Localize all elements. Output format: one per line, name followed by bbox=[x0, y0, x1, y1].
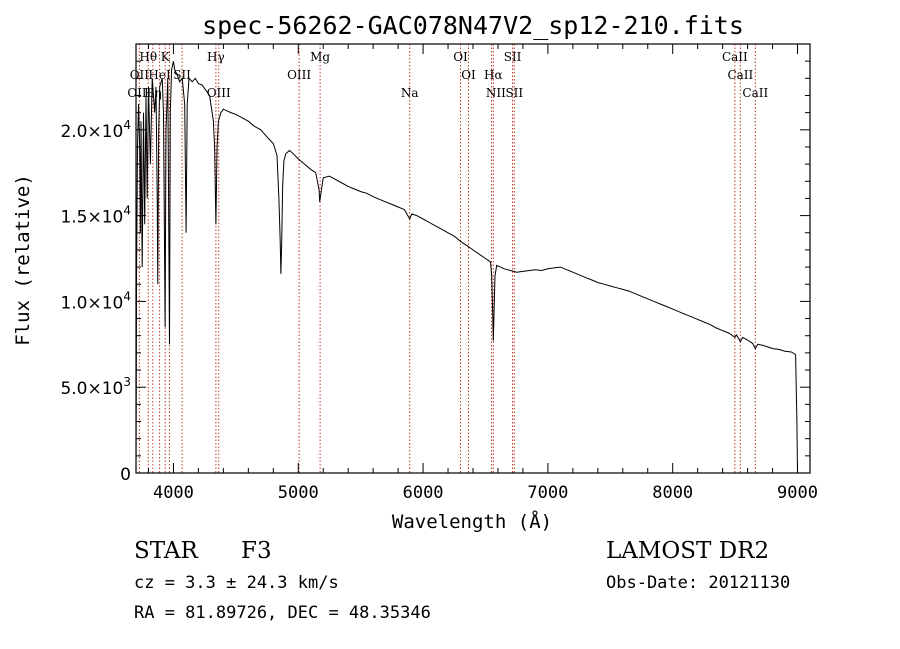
x-axis-ticks: 4000 5000 6000 7000 8000 9000 bbox=[147, 44, 818, 503]
line-marker-label: OI bbox=[453, 50, 468, 64]
line-marker-label: CaII bbox=[722, 50, 748, 64]
x-tick-label: 6000 bbox=[403, 483, 444, 503]
line-marker-label: Mg bbox=[310, 50, 330, 64]
y-tick-label: 1.5×104 bbox=[60, 204, 131, 228]
line-markers bbox=[138, 44, 756, 473]
line-marker-label: Hγ bbox=[207, 50, 225, 64]
x-tick-label: 7000 bbox=[527, 483, 568, 503]
redshift-cz: cz = 3.3 ± 24.3 km/s bbox=[134, 573, 339, 593]
line-marker-label: Hα bbox=[484, 68, 503, 82]
line-marker-label: SII bbox=[504, 50, 522, 64]
line-marker-label: OI bbox=[461, 68, 476, 82]
ra-dec: RA = 81.89726, DEC = 48.35346 bbox=[134, 603, 431, 623]
line-marker-label: OII bbox=[130, 68, 150, 82]
observation-date: Obs-Date: 20121130 bbox=[606, 573, 791, 593]
flux-series-line bbox=[135, 61, 798, 474]
x-axis-label: Wavelength (Å) bbox=[392, 510, 552, 533]
line-marker-label: OIII bbox=[207, 86, 231, 100]
plot-frame bbox=[135, 43, 811, 474]
y-axis-label: Flux (relative) bbox=[12, 174, 34, 346]
y-tick-label: 5.0×103 bbox=[60, 375, 131, 399]
line-marker-label: SII bbox=[173, 68, 191, 82]
line-marker-label: OIII bbox=[287, 68, 311, 82]
x-tick-label: 8000 bbox=[652, 483, 693, 503]
line-marker-label: HeI bbox=[148, 68, 171, 82]
y-tick-label: 0 bbox=[120, 465, 131, 485]
line-marker-label: SII bbox=[505, 86, 523, 100]
line-marker-label: NII bbox=[486, 86, 506, 100]
y-axis-ticks: 0 5.0×103 1.0×104 1.5×104 2.0×104 bbox=[60, 60, 810, 485]
chart-title: spec-56262-GAC078N47V2_sp12-210.fits bbox=[202, 11, 744, 40]
line-marker-label: CaII bbox=[742, 86, 768, 100]
line-marker-label: K bbox=[161, 50, 171, 64]
survey-name: LAMOST DR2 bbox=[606, 538, 770, 564]
line-marker-label: Na bbox=[401, 86, 419, 100]
x-tick-label: 4000 bbox=[153, 483, 194, 503]
object-class: STAR bbox=[134, 538, 198, 564]
y-tick-label: 2.0×104 bbox=[60, 118, 131, 142]
object-subclass: F3 bbox=[241, 538, 272, 564]
line-marker-label: CaII bbox=[727, 68, 753, 82]
line-marker-label: Hθ bbox=[139, 50, 157, 64]
y-tick-label: 1.0×104 bbox=[60, 289, 131, 313]
x-tick-label: 5000 bbox=[278, 483, 319, 503]
x-tick-label: 9000 bbox=[777, 483, 818, 503]
